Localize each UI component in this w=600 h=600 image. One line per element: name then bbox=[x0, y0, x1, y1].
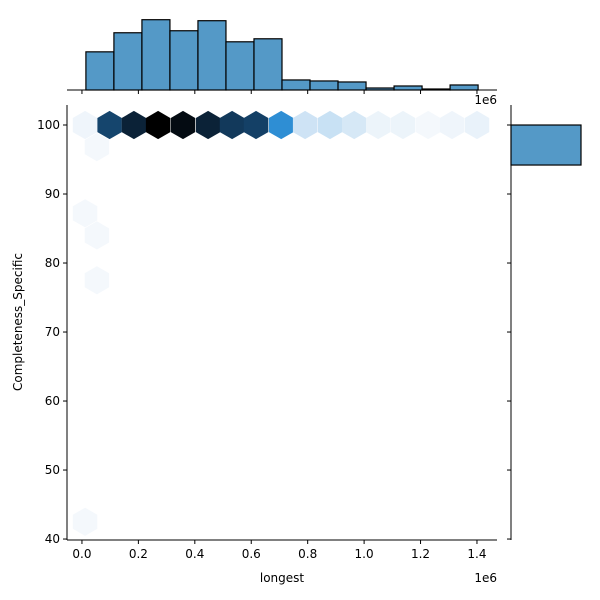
histogram-bar bbox=[85, 51, 115, 91]
hexbin bbox=[170, 110, 196, 140]
hexbin bbox=[464, 110, 490, 140]
hexbin bbox=[84, 266, 110, 295]
hexbin bbox=[342, 110, 367, 140]
hexbin bbox=[366, 110, 391, 140]
x-tick-label: 0.2 bbox=[129, 547, 148, 561]
x-axis-label: longest bbox=[260, 571, 305, 585]
y-tick-label: 100 bbox=[37, 118, 60, 132]
histogram-bar bbox=[337, 81, 367, 91]
hexbin bbox=[195, 110, 221, 140]
y-tick-label: 70 bbox=[45, 325, 60, 339]
histogram-bar bbox=[141, 19, 171, 91]
hexbin bbox=[390, 110, 416, 140]
x-tick-label: 0.4 bbox=[185, 547, 204, 561]
hexbin bbox=[72, 507, 98, 536]
histogram-bar bbox=[393, 85, 423, 91]
hexbin bbox=[219, 110, 245, 140]
axes: 0.0 0.2 0.4 0.6 0.8 1.0 1.2 1.4 40 50 60 70 80 90 100 bbox=[37, 90, 511, 561]
hexbin bbox=[72, 110, 98, 140]
histogram-bar bbox=[449, 84, 479, 91]
y-tick-label: 40 bbox=[45, 532, 60, 546]
y-tick-label: 50 bbox=[45, 463, 60, 477]
y-tick-label: 80 bbox=[45, 256, 60, 270]
histogram-bar bbox=[281, 79, 311, 91]
hexbin bbox=[415, 110, 441, 140]
hexbin bbox=[145, 110, 171, 140]
y-tick-label: 60 bbox=[45, 394, 60, 408]
right-marginal-histogram bbox=[510, 105, 582, 540]
x-tick-label: 1.2 bbox=[411, 547, 430, 561]
hexbin-layer bbox=[72, 110, 490, 536]
histogram-bar bbox=[169, 30, 199, 91]
histogram-bar bbox=[113, 32, 143, 91]
x-tick-label: 1.0 bbox=[355, 547, 374, 561]
histogram-bar bbox=[309, 80, 339, 91]
hexbin bbox=[292, 110, 318, 140]
y-axis-label: Completeness_Specific bbox=[11, 253, 25, 391]
x-tick-label: 1.4 bbox=[467, 547, 486, 561]
x-tick-label: 0.8 bbox=[298, 547, 317, 561]
y-tick-label: 90 bbox=[45, 187, 60, 201]
top-offset-label: 1e6 bbox=[474, 93, 497, 107]
x-offset-label: 1e6 bbox=[474, 571, 497, 585]
hexbin bbox=[439, 110, 465, 140]
hexbin bbox=[84, 133, 110, 162]
top-marginal-histogram bbox=[67, 19, 497, 91]
hexbin bbox=[268, 110, 294, 140]
hexbin bbox=[243, 110, 269, 140]
histogram-bar bbox=[225, 41, 255, 91]
hexbin bbox=[121, 110, 147, 140]
x-tick-label: 0.0 bbox=[72, 547, 91, 561]
histogram-bar bbox=[253, 38, 283, 91]
histogram-bar bbox=[510, 124, 582, 166]
x-tick-label: 0.6 bbox=[242, 547, 261, 561]
histogram-bar bbox=[197, 20, 227, 91]
hexbin bbox=[84, 221, 110, 250]
hexbin bbox=[72, 199, 98, 228]
hexbin bbox=[97, 110, 122, 140]
hexbin bbox=[317, 110, 343, 140]
